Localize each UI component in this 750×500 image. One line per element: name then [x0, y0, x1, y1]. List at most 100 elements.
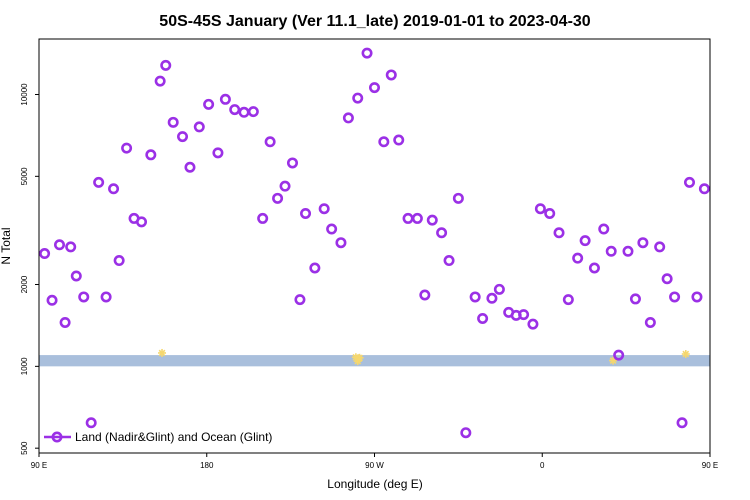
data-point	[177, 131, 189, 143]
data-point	[326, 223, 338, 235]
data-point	[352, 92, 364, 104]
data-point	[443, 255, 455, 267]
highlight-layer	[158, 348, 690, 366]
x-axis-label: Longitude (deg E)	[327, 477, 422, 491]
highlight-marker	[681, 350, 690, 359]
data-point	[669, 291, 681, 303]
data-point	[486, 292, 498, 304]
data-point	[676, 417, 688, 429]
data-point	[698, 183, 710, 195]
data-point	[477, 312, 489, 324]
data-point	[184, 161, 196, 173]
data-point	[70, 270, 82, 282]
x-tick-label: 90 E	[702, 461, 718, 470]
data-point	[393, 134, 405, 146]
data-point	[229, 104, 241, 116]
y-axis-label: N Total	[0, 227, 13, 264]
data-point	[605, 245, 617, 257]
data-point	[300, 207, 312, 219]
data-point	[419, 289, 431, 301]
data-point	[167, 116, 179, 128]
highlight-stroke	[158, 349, 166, 357]
data-point	[385, 69, 397, 81]
data-point	[469, 291, 481, 303]
data-point	[572, 252, 584, 264]
highlight-marker	[158, 348, 167, 357]
x-tick-label: 0	[540, 461, 545, 470]
data-point	[65, 241, 77, 253]
highlight-stroke	[682, 350, 690, 358]
data-point	[54, 239, 66, 251]
y-tick-label: 5000	[20, 167, 29, 185]
data-point	[493, 283, 505, 295]
data-point	[100, 291, 112, 303]
data-point	[361, 47, 373, 59]
data-point	[613, 349, 625, 361]
data-point	[39, 248, 51, 260]
data-point	[562, 294, 574, 306]
data-point	[212, 147, 224, 159]
highlight-stroke	[356, 354, 363, 362]
y-tick-label: 1000	[20, 357, 29, 375]
data-point	[335, 237, 347, 249]
data-point	[203, 98, 215, 110]
data-point	[460, 427, 472, 439]
data-point	[145, 149, 157, 161]
data-point	[46, 294, 58, 306]
data-point	[193, 121, 205, 133]
data-point	[154, 75, 166, 87]
data-point	[637, 237, 649, 249]
data-point	[264, 136, 276, 148]
data-point	[219, 93, 231, 105]
x-axis-ticks: 90 E 180 90 W 0 90 E	[31, 453, 718, 470]
data-point	[683, 176, 695, 188]
data-point	[279, 180, 291, 192]
x-tick-label: 90 E	[31, 461, 47, 470]
y-tick-label: 2000	[20, 275, 29, 293]
data-point	[411, 212, 423, 224]
data-point	[544, 207, 556, 219]
data-point	[644, 316, 656, 328]
reference-band	[39, 355, 710, 367]
data-point	[654, 241, 666, 253]
legend-marker-swatch	[51, 431, 63, 443]
data-point	[257, 212, 269, 224]
data-point	[108, 183, 120, 195]
data-point	[378, 136, 390, 148]
data-point	[629, 293, 641, 305]
data-point	[342, 112, 354, 124]
data-point	[452, 192, 464, 204]
data-point	[622, 245, 634, 257]
chart-title: 50S-45S January (Ver 11.1_late) 2019-01-…	[159, 13, 590, 30]
data-point	[121, 142, 133, 154]
data-point	[309, 262, 321, 274]
data-point	[534, 203, 546, 215]
data-point	[598, 223, 610, 235]
data-point	[247, 106, 259, 118]
data-point	[294, 294, 306, 306]
data-point	[59, 316, 71, 328]
data-point	[436, 227, 448, 239]
legend-entry: Land (Nadir&Glint) and Ocean (Glint)	[75, 430, 272, 444]
data-point	[160, 59, 172, 71]
data-point	[691, 291, 703, 303]
data-point	[588, 262, 600, 274]
data-point	[661, 273, 673, 285]
data-point	[518, 309, 530, 321]
y-tick-label: 10000	[20, 83, 29, 106]
y-axis-ticks: 500 1000 2000 5000 10000	[20, 83, 39, 455]
x-tick-label: 180	[200, 461, 214, 470]
x-tick-label: 90 W	[365, 461, 384, 470]
data-point	[85, 417, 97, 429]
data-point	[553, 227, 565, 239]
y-tick-label: 500	[20, 441, 29, 455]
highlight-marker	[355, 353, 364, 362]
data-point	[136, 216, 148, 228]
data-point	[113, 255, 125, 267]
data-point	[286, 157, 298, 169]
data-point	[272, 192, 284, 204]
legend: Land (Nadir&Glint) and Ocean (Glint)	[44, 430, 272, 444]
data-point	[527, 318, 539, 330]
